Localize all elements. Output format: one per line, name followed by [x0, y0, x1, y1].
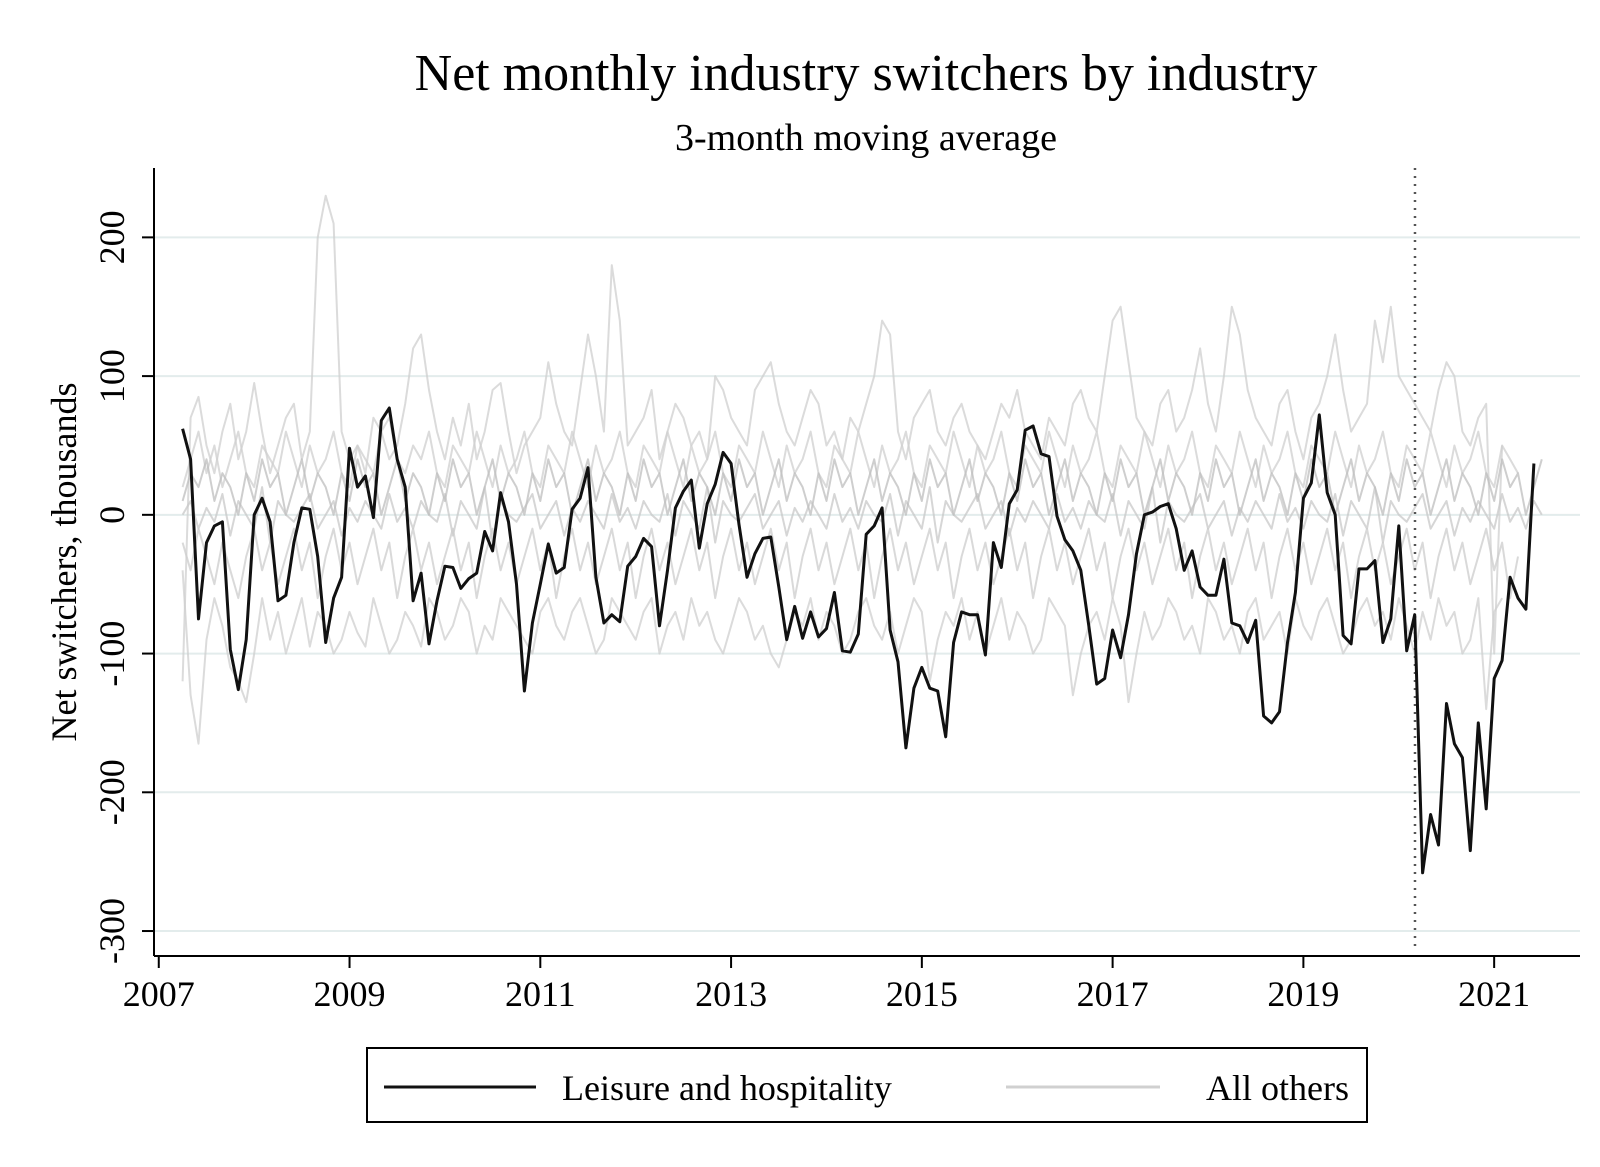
y-axis-title: Net switchers, thousands	[44, 383, 84, 742]
x-tick-label: 2011	[505, 974, 576, 1014]
y-tick-label: -300	[92, 898, 132, 964]
legend-box	[366, 1047, 1368, 1123]
chart-subtitle: 3-month moving average	[675, 117, 1057, 159]
legend: Leisure and hospitality All others	[366, 1047, 1368, 1123]
x-tick-label: 2017	[1077, 974, 1149, 1014]
x-tick-label: 2007	[123, 974, 195, 1014]
series-line-leisure	[181, 406, 1536, 875]
x-tick-label: 2019	[1267, 974, 1339, 1014]
legend-label-leisure: Leisure and hospitality	[562, 1068, 892, 1108]
x-tick-label: 2021	[1458, 974, 1530, 1014]
legend-label-others: All others	[1206, 1068, 1349, 1108]
chart-title: Net monthly industry switchers by indust…	[415, 45, 1318, 102]
y-tick-label: 200	[92, 210, 132, 264]
x-tick-label: 2015	[886, 974, 958, 1014]
x-ticks: 2007 2009 2011 2013 2015 2017 2019 2021	[123, 956, 1530, 1014]
others-series-group	[181, 194, 1543, 745]
main-series-group	[181, 406, 1536, 875]
y-tick-label: -100	[92, 621, 132, 687]
grid	[154, 236, 1580, 933]
series-line-other	[181, 486, 1543, 544]
x-tick-label: 2013	[695, 974, 767, 1014]
series-line-other	[181, 458, 1543, 516]
y-tick-label: 0	[92, 506, 132, 524]
series-line-other	[181, 527, 1519, 600]
x-tick-label: 2009	[314, 974, 386, 1014]
series-line-other	[181, 570, 1503, 745]
y-tick-label: -200	[92, 759, 132, 825]
y-ticks: -300 -200 -100 0 100 200	[92, 210, 154, 964]
y-tick-label: 100	[92, 349, 132, 403]
